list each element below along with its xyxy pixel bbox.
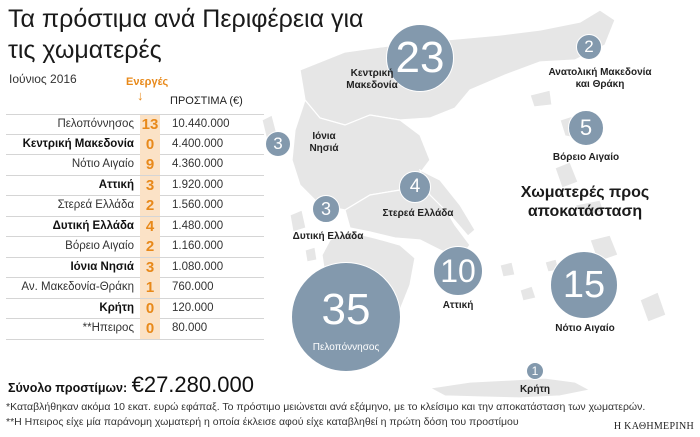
fines-table: Πελοπόννησος 13 10.440.000 Κεντρική Μακεδον… [6, 114, 264, 340]
region-name: Αττική [98, 178, 134, 191]
table-row: Νότιο Αιγαίο 9 4.360.000 [6, 155, 264, 176]
active-count: 3 [140, 257, 160, 278]
bubble-sterea-ellada: 4 [399, 171, 431, 203]
bubble-label-kriti: Κρήτη [519, 384, 551, 395]
fine-amount: 1.920.000 [172, 178, 224, 191]
active-count: 1 [140, 278, 160, 298]
table-row: Πελοπόννησος 13 10.440.000 [6, 114, 264, 135]
bubble-attiki: 10 [433, 246, 483, 296]
bubble-label-ionia-nisia: Ιόνια Νησιά [309, 131, 339, 154]
map-region-samos [574, 199, 605, 217]
region-name: Κεντρική Μακεδονία [22, 137, 134, 150]
active-count: 4 [140, 216, 160, 237]
fine-amount: 1.160.000 [172, 240, 224, 252]
region-name: Δυτική Ελλάδα [52, 219, 134, 232]
fine-amount: 80.000 [172, 322, 208, 334]
table-row: Δυτική Ελλάδα 4 1.480.000 [6, 216, 264, 237]
fine-amount: 4.400.000 [172, 137, 224, 150]
bubble-label-sterea-ellada: Στερεά Ελλάδα [382, 208, 454, 219]
map-region-kefalonia [289, 209, 307, 233]
fine-amount: 760.000 [172, 281, 214, 293]
fine-amount: 4.360.000 [172, 158, 224, 170]
region-name: Ιόνια Νησιά [70, 260, 134, 273]
region-name: Αν. Μακεδονία-Θράκη [21, 281, 134, 293]
total-value: €27.280.000 [131, 372, 254, 397]
map-region-crete [428, 377, 592, 399]
map-region-cyclades-2 [519, 285, 537, 302]
bubble-label-kentriki-makedonia: Κεντρική Μακεδονία [346, 68, 398, 91]
fine-amount: 1.480.000 [172, 219, 224, 232]
bubble-kriti: 1 [526, 362, 544, 380]
bubble-notio-aigaio: 15 [550, 251, 618, 319]
active-count: 2 [140, 196, 160, 216]
table-row: **Ηπειρος 0 80.000 [6, 319, 264, 340]
fine-amount: 1.080.000 [172, 260, 224, 273]
total-fines: Σύνολο προστίμων: €27.280.000 [8, 372, 254, 398]
region-name: Νότιο Αιγαίο [71, 158, 134, 170]
arrow-down-icon: ↓ [137, 88, 144, 103]
region-name: **Ηπειρος [82, 322, 134, 334]
bubble-peloponnisos: 35 [291, 262, 401, 372]
bubble-label-voreio-aigaio: Βόρειο Αιγαίο [552, 152, 620, 163]
table-row: Κρήτη 0 120.000 [6, 298, 264, 319]
active-count: 9 [140, 155, 160, 175]
map-region-evia [418, 168, 476, 237]
map-region-rhodes [639, 291, 667, 323]
page-title: Τα πρόστιμα ανά Περιφέρεια για τις χωματ… [8, 5, 364, 64]
fine-amount: 1.560.000 [172, 199, 224, 211]
source-credit: Η ΚΑΘΗΜΕΡΙΝΗ [613, 421, 694, 432]
bubble-label-anatoliki-makedonia: Ανατολική Μακεδονία και Θράκη [548, 67, 652, 90]
region-name: Κρήτη [99, 301, 134, 314]
map-region-chios [554, 161, 579, 189]
footnote-2: **Η Ηπειρος είχε μία παράνομη χωματερή η… [6, 416, 519, 428]
region-name: Βόρειο Αιγαίο [65, 240, 134, 252]
bubble-kentriki-makedonia: 23 [386, 24, 454, 92]
map-region-zakynthos [304, 246, 318, 263]
map-heading: Χωματερές προς αποκατάσταση [520, 184, 650, 220]
bubble-ionia-nisia: 3 [265, 131, 291, 157]
map-region-limnos [529, 89, 553, 108]
column-header-fines: ΠΡΟΣΤΙΜΑ (€) [170, 95, 243, 107]
subtitle-date: Ιούνιος 2016 [9, 72, 77, 86]
bubble-anatoliki-makedonia: 2 [576, 34, 602, 60]
fine-amount: 120.000 [172, 301, 214, 314]
total-label: Σύνολο προστίμων: [8, 381, 128, 395]
table-row: Βόρειο Αιγαίο 2 1.160.000 [6, 237, 264, 258]
table-row: Ιόνια Νησιά 3 1.080.000 [6, 257, 264, 278]
bubble-voreio-aigaio: 5 [568, 110, 604, 146]
bubble-label-notio-aigaio: Νότιο Αιγαίο [555, 323, 615, 334]
map-region-cyclades-1 [499, 261, 516, 278]
table-row: Αττική 3 1.920.000 [6, 175, 264, 196]
table-row: Αν. Μακεδονία-Θράκη 1 760.000 [6, 278, 264, 299]
active-count: 0 [140, 319, 160, 339]
table-row: Κεντρική Μακεδονία 0 4.400.000 [6, 134, 264, 155]
footnote-1: *Καταβλήθηκαν ακόμα 10 εκατ. ευρώ εφάπαξ… [6, 401, 646, 413]
bubble-dytiki-ellada: 3 [312, 195, 340, 223]
column-header-actions: Ενεργές [126, 76, 169, 88]
bubble-label-peloponnisos: Πελοπόννησος [312, 342, 380, 353]
region-name: Πελοπόννησος [57, 118, 134, 130]
active-count: 0 [140, 134, 160, 155]
table-row: Στερεά Ελλάδα 2 1.560.000 [6, 196, 264, 217]
active-count: 2 [140, 237, 160, 257]
fine-amount: 10.440.000 [172, 118, 230, 130]
bubble-label-attiki: Αττική [442, 300, 474, 311]
active-count: 13 [140, 115, 160, 135]
active-count: 3 [140, 175, 160, 196]
region-name: Στερεά Ελλάδα [57, 199, 134, 211]
bubble-label-dytiki-ellada: Δυτική Ελλάδα [292, 231, 364, 242]
active-count: 0 [140, 298, 160, 319]
